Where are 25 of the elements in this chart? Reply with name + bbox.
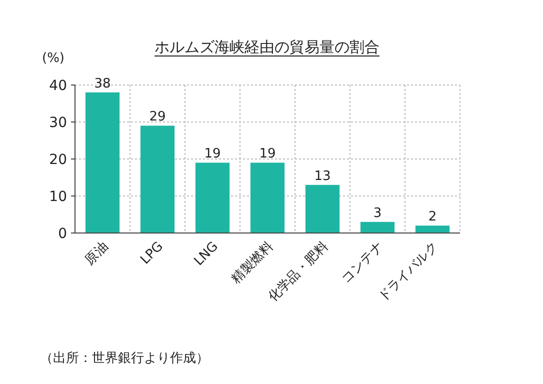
bar [140,126,175,233]
bar [250,162,285,233]
text: （出所：世界銀行より作成） [40,351,209,366]
y-tick-label: 30 [49,115,67,131]
data-label: 19 [204,146,221,162]
bar [85,92,120,233]
bar [360,222,395,233]
y-tick-label: 20 [49,152,67,168]
y-axis-title: (%) [42,51,64,66]
x-tick-label: 原油 [82,239,112,268]
data-label: 19 [259,146,276,162]
data-label: 38 [94,76,111,92]
x-tick-label: 精製燃料 [228,239,276,287]
data-label: 2 [428,210,437,225]
y-tick-label: 0 [58,226,67,242]
chart-title: ホルムズ海峡経由の貿易量の割合 [154,38,380,56]
bar [195,162,230,233]
bar [415,226,450,233]
bar [305,184,340,233]
x-tick-label: コンテナ [338,239,386,287]
y-tick-label: 40 [49,78,67,94]
data-label: 13 [314,168,331,184]
data-label: 29 [149,110,166,125]
y-tick-label: 10 [49,189,67,205]
data-label: 3 [373,206,382,221]
